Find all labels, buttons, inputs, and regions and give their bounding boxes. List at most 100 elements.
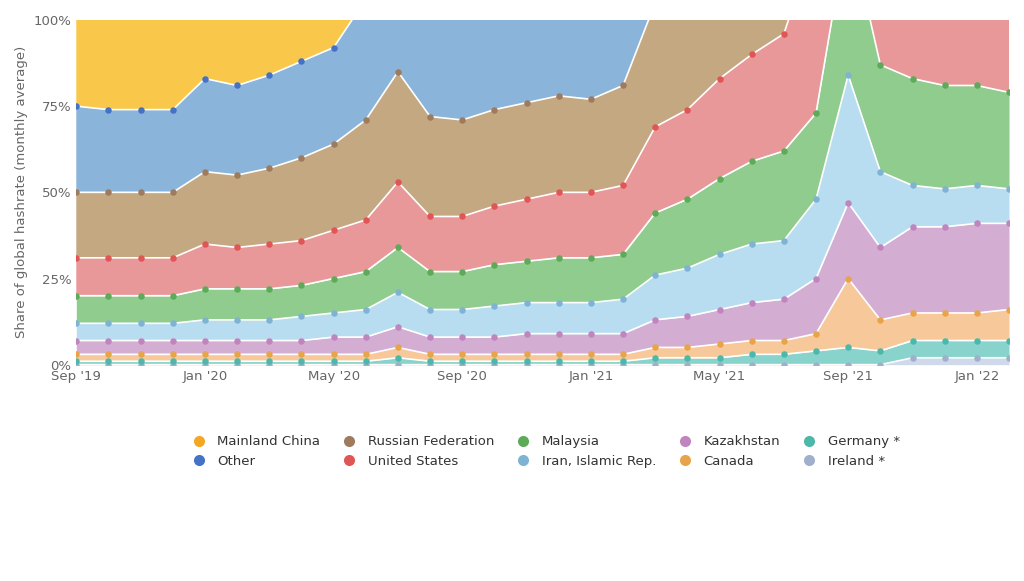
Point	[647, 353, 664, 363]
Point	[69, 253, 85, 263]
Point	[454, 305, 470, 314]
Point	[551, 357, 567, 366]
Point	[69, 350, 85, 359]
Point	[679, 105, 695, 114]
Point	[679, 264, 695, 273]
Point	[293, 57, 309, 66]
Point	[937, 184, 953, 193]
Point	[422, 305, 438, 314]
Point	[132, 253, 148, 263]
Point	[614, 350, 631, 359]
Point	[937, 81, 953, 90]
Point	[647, 209, 664, 218]
Point	[357, 215, 374, 224]
Point	[486, 105, 503, 114]
Point	[518, 195, 535, 204]
Point	[454, 360, 470, 370]
Point	[808, 274, 824, 283]
Point	[357, 332, 374, 342]
Point	[775, 29, 792, 38]
Point	[261, 350, 278, 359]
Point	[197, 167, 213, 176]
Point	[969, 81, 985, 90]
Point	[132, 188, 148, 197]
Point	[1000, 218, 1017, 228]
Point	[551, 253, 567, 263]
Point	[808, 329, 824, 338]
Point	[518, 360, 535, 370]
Point	[165, 253, 181, 263]
Point	[293, 236, 309, 245]
Point	[100, 318, 117, 328]
Point	[132, 318, 148, 328]
Point	[614, 81, 631, 90]
Point	[679, 195, 695, 204]
Point	[326, 139, 342, 149]
Point	[937, 309, 953, 318]
Point	[100, 188, 117, 197]
Point	[775, 350, 792, 359]
Point	[326, 360, 342, 370]
Point	[518, 298, 535, 307]
Point	[390, 322, 407, 331]
Point	[422, 112, 438, 121]
Point	[293, 357, 309, 366]
Y-axis label: Share of global hashrate (monthly average): Share of global hashrate (monthly averag…	[15, 46, 28, 339]
Point	[261, 70, 278, 80]
Point	[551, 91, 567, 101]
Point	[743, 360, 760, 370]
Point	[518, 329, 535, 338]
Point	[1000, 305, 1017, 314]
Point	[486, 357, 503, 366]
Point	[293, 153, 309, 163]
Point	[583, 188, 599, 197]
Point	[583, 329, 599, 338]
Point	[229, 350, 246, 359]
Point	[69, 291, 85, 300]
Point	[840, 198, 856, 207]
Point	[614, 295, 631, 304]
Point	[486, 350, 503, 359]
Point	[229, 284, 246, 293]
Point	[775, 295, 792, 304]
Point	[1000, 336, 1017, 345]
Point	[326, 274, 342, 283]
Point	[261, 336, 278, 345]
Point	[904, 181, 921, 190]
Point	[454, 267, 470, 276]
Point	[197, 350, 213, 359]
Point	[647, 122, 664, 131]
Point	[486, 260, 503, 270]
Point	[132, 291, 148, 300]
Point	[583, 298, 599, 307]
Point	[454, 350, 470, 359]
Point	[647, 0, 664, 8]
Point	[614, 329, 631, 338]
Point	[390, 353, 407, 363]
Point	[293, 312, 309, 321]
Point	[390, 360, 407, 370]
Point	[422, 212, 438, 221]
Point	[1000, 88, 1017, 97]
Point	[326, 332, 342, 342]
Point	[872, 167, 889, 176]
Point	[1000, 353, 1017, 363]
Point	[679, 312, 695, 321]
Point	[518, 98, 535, 107]
Point	[743, 239, 760, 249]
Point	[583, 357, 599, 366]
Point	[872, 243, 889, 252]
Point	[937, 222, 953, 231]
Point	[808, 109, 824, 118]
Point	[197, 336, 213, 345]
Point	[165, 336, 181, 345]
Point	[165, 357, 181, 366]
Point	[100, 336, 117, 345]
Point	[712, 250, 728, 259]
Point	[872, 60, 889, 70]
Point	[197, 357, 213, 366]
Point	[969, 353, 985, 363]
Point	[969, 181, 985, 190]
Point	[165, 318, 181, 328]
Point	[197, 284, 213, 293]
